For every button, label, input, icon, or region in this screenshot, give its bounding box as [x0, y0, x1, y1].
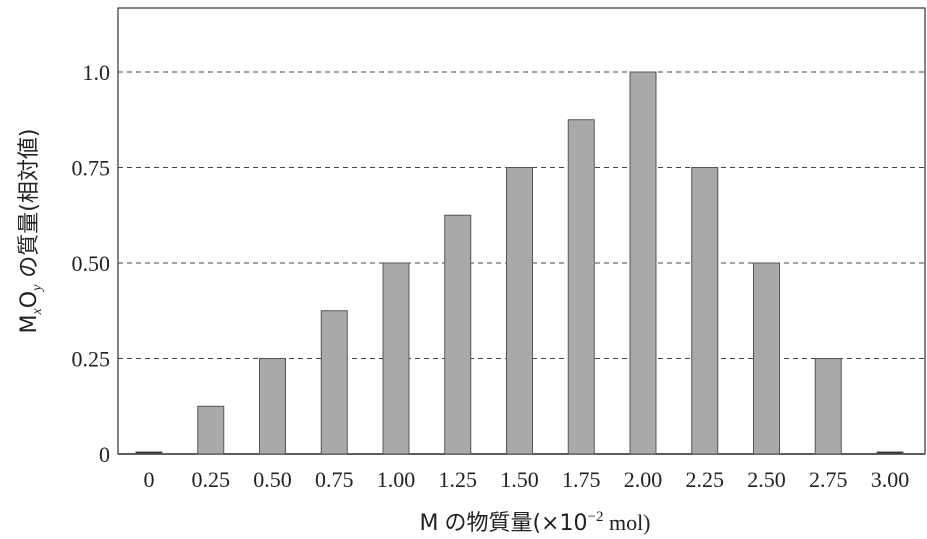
x-axis-title-text: の物質量(×10 — [444, 511, 587, 536]
y-axis-title-o: O — [17, 291, 42, 308]
y-tick-label: 0 — [99, 442, 110, 467]
bar-1.25 — [444, 214, 472, 455]
x-tick-label: 0.75 — [315, 467, 354, 492]
x-tick-label: 2.50 — [747, 467, 786, 492]
y-axis-title: MxOy の質量(相対値) — [17, 129, 45, 334]
bar-2.25 — [691, 167, 719, 455]
x-tick-label: 1.50 — [500, 467, 539, 492]
y-axis-title-m-sub: x — [30, 307, 45, 315]
bar-2.75 — [814, 358, 842, 455]
x-tick-label: 1.25 — [439, 467, 478, 492]
bar-2.50 — [753, 262, 780, 455]
bar-0.75 — [320, 310, 348, 455]
x-tick-label: 2.75 — [809, 467, 848, 492]
bar-0.50 — [259, 358, 286, 455]
y-tick-label: 0.25 — [72, 347, 111, 372]
x-tick-label: 0.50 — [253, 467, 292, 492]
y-axis-ticks: 0 0.25 0.50 0.75 1.0 — [72, 60, 111, 467]
x-axis-ticks: 0 0.25 0.50 0.75 1.00 1.25 1.50 1.75 2.00 2.25 2.5… — [144, 467, 910, 492]
x-tick-label: 3.00 — [871, 467, 910, 492]
bar-0.25 — [197, 405, 225, 455]
bar-1.00 — [382, 262, 410, 455]
bar-1.50 — [506, 167, 533, 455]
x-axis-title-prefix: M — [419, 511, 438, 536]
y-tick-label: 1.0 — [83, 60, 111, 85]
bar-0 — [135, 451, 163, 455]
x-tick-label: 2.25 — [686, 467, 725, 492]
bar-2.00 — [629, 71, 657, 455]
x-tick-label: 0 — [144, 467, 155, 492]
y-axis-title-m: M — [17, 314, 42, 333]
bars — [135, 71, 904, 455]
y-tick-label: 0.75 — [72, 156, 111, 181]
x-axis-title-exponent: −2 — [587, 509, 603, 525]
y-axis-title-text: の質量(相対値) — [17, 129, 42, 285]
x-axis-title-suffix: mol) — [603, 510, 650, 535]
y-tick-label: 0.50 — [72, 251, 111, 276]
x-tick-label: 0.25 — [192, 467, 231, 492]
bar-3.00 — [876, 451, 904, 455]
x-axis-title: M の物質量(×10−2 mol) — [419, 509, 650, 536]
x-tick-label: 1.75 — [562, 467, 601, 492]
x-tick-label: 2.00 — [624, 467, 663, 492]
x-tick-label: 1.00 — [377, 467, 416, 492]
bar-1.75 — [567, 119, 595, 455]
y-axis-title-o-sub: y — [30, 284, 45, 293]
